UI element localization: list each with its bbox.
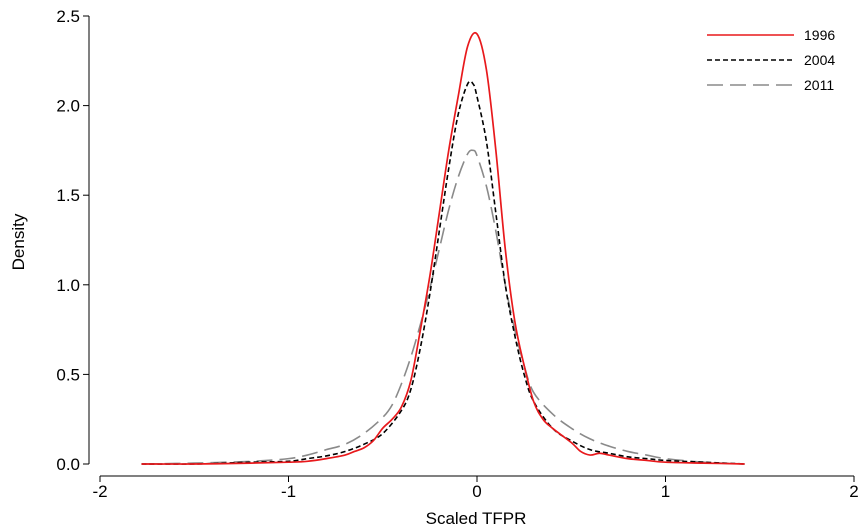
y-tick-label: 0.5	[56, 365, 80, 384]
x-tick-label: -2	[92, 482, 107, 501]
x-axis: -2 -1 0 1 2	[92, 475, 859, 501]
y-tick-label: 1.5	[56, 186, 80, 205]
series-line-2011	[141, 149, 745, 465]
series-line-1996	[141, 31, 745, 465]
x-tick-label: 0	[472, 482, 481, 501]
y-tick-label: 0.0	[56, 455, 80, 474]
series-line-2004	[141, 80, 745, 465]
y-tick-label: 2.5	[56, 7, 80, 26]
series-layer	[141, 31, 745, 465]
y-axis: 0.0 0.5 1.0 1.5 2.0 2.5	[56, 7, 90, 474]
legend-label-1996: 1996	[804, 27, 835, 43]
x-axis-title: Scaled TFPR	[426, 509, 527, 528]
legend-label-2004: 2004	[804, 52, 835, 68]
y-tick-label: 2.0	[56, 97, 80, 116]
x-tick-label: 2	[849, 482, 858, 501]
x-tick-label: 1	[661, 482, 670, 501]
x-tick-label: -1	[281, 482, 296, 501]
legend-label-2011: 2011	[804, 77, 834, 93]
y-axis-title: Density	[9, 213, 28, 270]
y-tick-label: 1.0	[56, 276, 80, 295]
legend: 1996 2004 2011	[707, 27, 835, 93]
